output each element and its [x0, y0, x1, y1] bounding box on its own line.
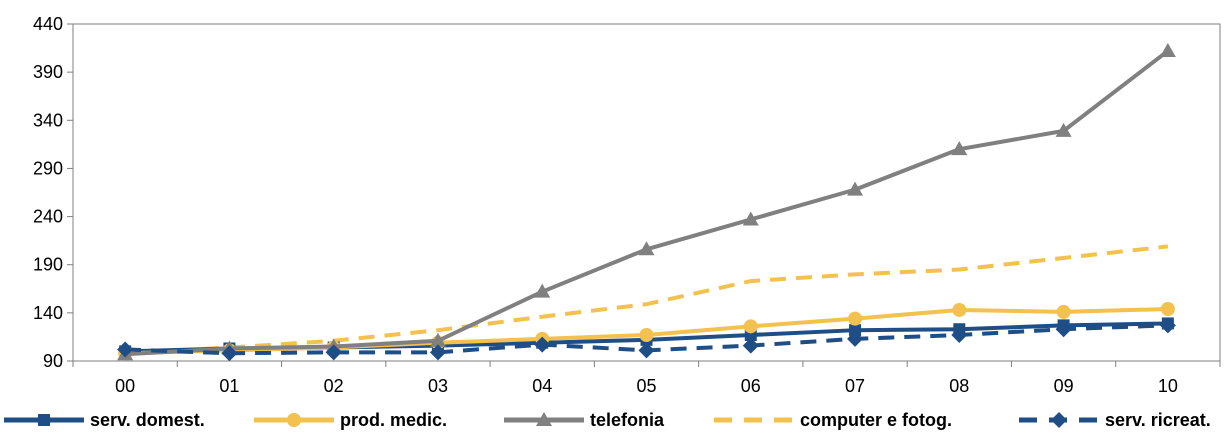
data-point [117, 341, 134, 358]
x-tick-label: 10 [1158, 376, 1178, 396]
series-line [125, 49, 1170, 357]
legend-label: serv. ricreat. [1105, 410, 1211, 430]
legend-label: computer e fotog. [800, 410, 952, 430]
x-tick-label: 02 [324, 376, 344, 396]
data-point [639, 328, 654, 343]
y-tick-label: 440 [33, 14, 63, 34]
series-serv-ricreat [117, 317, 1176, 362]
x-tick-label: 06 [741, 376, 761, 396]
x-tick-label: 03 [428, 376, 448, 396]
legend-item: computer e fotog. [714, 410, 952, 430]
data-point [429, 332, 446, 347]
series-computer-e-fotog [125, 244, 1169, 356]
data-point [743, 319, 758, 334]
y-tick-label: 290 [33, 158, 63, 178]
data-point [325, 344, 342, 361]
x-tick-label: 09 [1054, 376, 1074, 396]
y-tick-label: 140 [33, 303, 63, 323]
data-point [638, 241, 655, 256]
legend-label: telefonia [590, 410, 665, 430]
data-point [534, 336, 551, 353]
data-point [1160, 302, 1175, 317]
x-tick-label: 08 [949, 376, 969, 396]
data-point [221, 345, 238, 362]
data-point [742, 337, 759, 354]
y-tick-label: 90 [43, 351, 63, 371]
y-tick-label: 340 [33, 110, 63, 130]
data-point [849, 324, 862, 337]
legend-item: serv. ricreat. [1019, 410, 1211, 430]
legend-label: prod. medic. [340, 410, 447, 430]
legend-label: serv. domest. [90, 410, 205, 430]
data-point [429, 344, 446, 361]
data-point [848, 311, 863, 326]
data-point [951, 327, 968, 344]
legend-marker [287, 413, 301, 427]
x-tick-label: 04 [532, 376, 552, 396]
data-point [951, 141, 968, 156]
data-point [742, 211, 759, 226]
legend-item: serv. domest. [4, 410, 205, 430]
data-point [952, 302, 967, 317]
data-point [1055, 321, 1072, 338]
data-point [1159, 42, 1176, 57]
data-point [638, 342, 655, 359]
legend: serv. domest. prod. medic. telefonia comput… [4, 410, 1211, 430]
legend-marker [1051, 412, 1067, 428]
plot-frame [72, 23, 1221, 362]
series-layer [117, 42, 1176, 362]
legend-marker [536, 412, 552, 426]
x-tick-label: 05 [636, 376, 656, 396]
data-point [534, 283, 551, 298]
y-tick-label: 190 [33, 255, 63, 275]
legend-item: telefonia [504, 410, 665, 430]
y-tick-label: 390 [33, 62, 63, 82]
y-tick-label: 240 [33, 207, 63, 227]
series-line [125, 244, 1169, 356]
data-point [1159, 317, 1176, 334]
data-point [1056, 304, 1071, 319]
axes: 90 140 190 240 290 340 390 440 00 01 02 03 04 05 06 07 0… [33, 14, 1221, 396]
x-tick-label: 01 [219, 376, 239, 396]
data-point [847, 181, 864, 196]
legend-item: prod. medic. [254, 410, 447, 430]
x-tick-label: 00 [115, 376, 135, 396]
x-tick-label: 07 [845, 376, 865, 396]
legend-marker [38, 414, 50, 426]
data-point [847, 330, 864, 347]
data-point [1055, 122, 1072, 137]
